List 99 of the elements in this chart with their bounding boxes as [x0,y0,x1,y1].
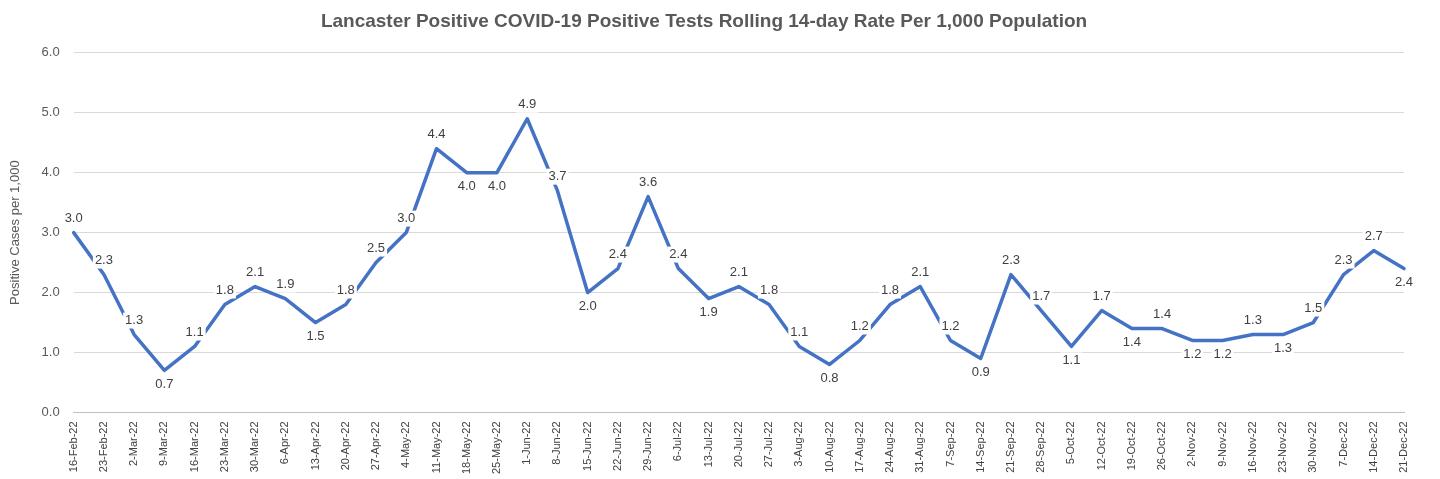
data-label: 0.8 [820,370,839,386]
x-tick-label: 16-Mar-22 [187,421,200,473]
data-label: 1.2 [1183,346,1202,362]
data-label: 1.8 [760,282,779,298]
x-tick-label: 3-Aug-22 [792,421,805,467]
x-tick-label: 2-Nov-22 [1185,421,1198,467]
x-tick-label: 22-Jun-22 [610,421,623,471]
x-tick-label: 9-Mar-22 [157,421,170,467]
data-label: 2.7 [1364,228,1383,244]
data-label: 1.4 [1122,334,1141,350]
x-tick-label: 27-Apr-22 [369,421,382,471]
x-tick-label: 28-Sep-22 [1034,421,1047,473]
x-tick-label: 11-May-22 [429,421,442,474]
chart-title: Lancaster Positive COVID-19 Positive Tests Rolling 14-day Rate Per 1,000 Population [320,9,1088,31]
data-label: 1.9 [276,276,295,292]
x-tick-label: 15-Jun-22 [580,421,593,471]
x-tick-label: 16-Feb-22 [66,421,79,473]
data-label: 1.2 [850,318,869,334]
y-tick-label: 1.0 [41,344,60,360]
x-tick-label: 23-Nov-22 [1276,421,1289,473]
x-tick-label: 23-Feb-22 [96,421,109,473]
data-label: 2.5 [366,240,386,256]
x-tick-label: 12-Oct-22 [1094,421,1107,471]
data-label: 4.4 [427,126,446,142]
y-tick-label: 5.0 [41,104,60,120]
data-label: 0.7 [155,376,174,392]
x-tick-label: 14-Sep-22 [973,421,986,473]
x-tick-label: 7-Dec-22 [1336,421,1349,467]
x-tick-label: 9-Nov-22 [1215,421,1228,467]
data-label: 1.4 [1153,306,1172,322]
x-tick-label: 20-Apr-22 [338,421,351,471]
x-tick-label: 14-Dec-22 [1366,421,1379,473]
data-label: 1.8 [880,282,900,298]
x-tick-label: 16-Nov-22 [1245,421,1258,473]
x-tick-label: 30-Mar-22 [248,421,261,473]
data-label: 1.3 [1243,312,1262,328]
data-label: 1.8 [336,282,355,298]
data-label: 2.3 [1001,252,1020,268]
y-tick-label: 2.0 [41,284,60,300]
data-label: 1.1 [790,324,809,340]
data-label: 3.0 [64,210,83,226]
data-label: 1.8 [215,282,234,298]
x-tick-label: 27-Jul-22 [762,421,775,468]
data-label: 1.1 [185,324,204,340]
x-tick-label: 10-Aug-22 [822,421,835,473]
data-label: 2.1 [246,264,265,280]
data-label: 4.0 [457,178,476,194]
x-tick-label: 18-May-22 [459,421,472,474]
y-tick-label: 6.0 [41,44,60,60]
data-label: 1.7 [1092,288,1111,304]
data-label: 1.1 [1062,352,1081,368]
data-label: 2.0 [578,298,597,314]
y-tick-label: 3.0 [41,224,60,240]
data-label: 2.3 [1334,252,1353,268]
y-axis-title: Positive Cases per 1,000 [7,160,23,305]
x-tick-label: 30-Nov-22 [1306,421,1319,473]
data-label: 3.7 [548,168,567,184]
data-label: 3.0 [397,210,416,226]
data-label: 1.2 [1213,346,1232,362]
data-label: 2.1 [729,264,748,280]
data-label: 1.7 [1032,288,1051,304]
data-label: 1.9 [699,304,718,320]
data-label: 3.6 [639,174,658,190]
x-tick-label: 21-Sep-22 [1003,421,1016,473]
x-tick-label: 1-Jun-22 [520,421,533,465]
x-tick-label: 17-Aug-22 [852,421,865,473]
data-label: 1.2 [941,318,960,334]
x-tick-label: 31-Aug-22 [913,421,926,473]
data-label: 2.4 [608,246,627,262]
x-tick-label: 7-Sep-22 [943,421,956,467]
x-tick-label: 6-Apr-22 [278,421,291,465]
x-tick-label: 26-Oct-22 [1155,421,1168,471]
x-tick-label: 5-Oct-22 [1064,421,1077,465]
data-label: 2.4 [1394,274,1414,290]
x-tick-label: 13-Apr-22 [308,421,321,471]
data-label: 4.9 [518,96,537,112]
x-tick-label: 4-May-22 [399,421,412,468]
x-tick-label: 19-Oct-22 [1124,421,1137,471]
data-label: 0.9 [971,364,990,380]
x-tick-label: 6-Jul-22 [671,421,684,462]
x-tick-label: 20-Jul-22 [731,421,744,468]
data-label: 1.3 [125,312,144,328]
x-tick-label: 25-May-22 [489,421,502,474]
data-label: 1.5 [306,328,325,344]
data-label: 2.4 [669,246,688,262]
data-label: 2.1 [911,264,930,280]
x-tick-label: 23-Mar-22 [217,421,230,473]
x-tick-label: 13-Jul-22 [701,421,714,468]
x-tick-label: 8-Jun-22 [550,421,563,465]
x-tick-label: 24-Aug-22 [883,421,896,473]
data-label: 2.3 [94,252,113,268]
x-tick-label: 2-Mar-22 [127,421,140,467]
x-tick-label: 21-Dec-22 [1397,421,1410,473]
data-label: 1.5 [1304,300,1323,316]
y-tick-label: 4.0 [41,164,60,180]
x-tick-label: 29-Jun-22 [641,421,654,471]
data-label: 1.3 [1274,340,1293,356]
data-label: 4.0 [487,178,506,194]
y-tick-label: 0.0 [41,404,60,419]
